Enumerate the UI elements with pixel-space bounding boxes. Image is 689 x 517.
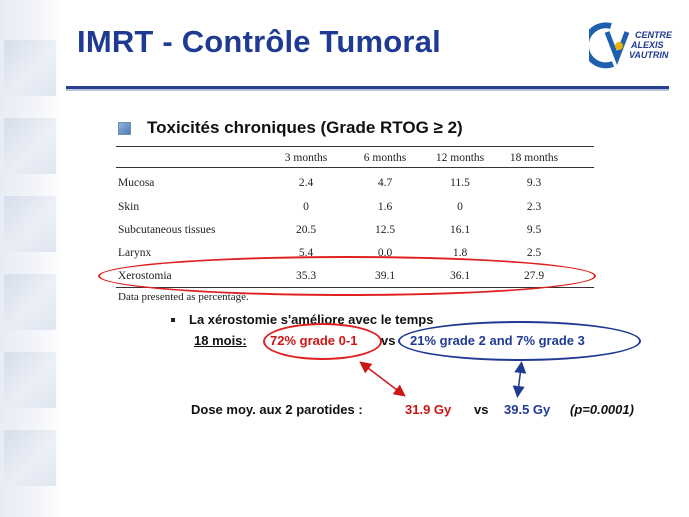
strip-tile bbox=[4, 118, 56, 174]
red-highlight-ellipse bbox=[263, 323, 382, 360]
col-header: 18 months bbox=[509, 152, 559, 164]
table-cell: 1.6 bbox=[377, 201, 393, 213]
xerostomia-improves-text: La xérostomie s'améliore avec le temps bbox=[189, 312, 434, 327]
table-cell: 11.5 bbox=[450, 177, 470, 189]
table-cell: 0 bbox=[303, 201, 309, 213]
strip-tile bbox=[4, 430, 56, 486]
row-label: Larynx bbox=[118, 247, 152, 259]
p-value: (p=0.0001) bbox=[570, 402, 634, 417]
red-double-arrow bbox=[359, 361, 406, 397]
dose-red-value: 31.9 Gy bbox=[405, 402, 452, 417]
strip-tile bbox=[4, 40, 56, 96]
strip-tile bbox=[4, 352, 56, 408]
table-footnote: Data presented as percentage. bbox=[118, 291, 249, 303]
table-cell: 2.3 bbox=[526, 201, 542, 213]
col-header: 6 months bbox=[363, 152, 407, 164]
table-cell: 2.4 bbox=[298, 177, 314, 189]
table-cell: 9.3 bbox=[526, 177, 542, 189]
xerostomia-highlight-ellipse bbox=[98, 256, 596, 296]
strip-tile bbox=[4, 196, 56, 252]
row-label: Skin bbox=[118, 201, 140, 213]
row-label: Mucosa bbox=[118, 177, 155, 189]
logo-line-2: ALEXIS bbox=[630, 40, 664, 50]
section-subtitle: Toxicités chroniques (Grade RTOG ≥ 2) bbox=[147, 118, 463, 137]
logo-line-1: CENTRE bbox=[635, 30, 673, 40]
title-rule-shadow bbox=[66, 89, 669, 91]
col-header: 3 months bbox=[284, 152, 328, 164]
table-cell: 20.5 bbox=[295, 224, 317, 236]
table-cell: 4.7 bbox=[377, 177, 393, 189]
table-cell: 9.5 bbox=[526, 224, 542, 236]
bullet-square-icon bbox=[118, 122, 131, 135]
dose-label: Dose moy. aux 2 parotides : bbox=[191, 402, 363, 417]
blue-double-arrow bbox=[512, 361, 527, 398]
table-top-rule bbox=[116, 146, 594, 147]
slide-title: IMRT - Contrôle Tumoral bbox=[77, 24, 441, 59]
blue-highlight-ellipse bbox=[398, 321, 641, 361]
row-label: Subcutaneous tissues bbox=[118, 224, 216, 236]
logo-line-3: VAUTRIN bbox=[629, 50, 669, 60]
left-decorative-strip bbox=[0, 0, 62, 517]
table-cell: 1.8 bbox=[452, 247, 468, 259]
centre-alexis-vautrin-logo: CENTRE ALEXIS VAUTRIN bbox=[589, 22, 673, 69]
bullet-dot-icon bbox=[171, 318, 175, 322]
table-cell: 0 bbox=[457, 201, 463, 213]
table-cell: 2.5 bbox=[526, 247, 542, 259]
strip-tile bbox=[4, 274, 56, 330]
table-cell: 16.1 bbox=[449, 224, 471, 236]
vs-label: vs bbox=[381, 333, 396, 348]
dose-blue-value: 39.5 Gy bbox=[504, 402, 551, 417]
title-rule bbox=[66, 86, 669, 89]
col-header: 12 months bbox=[435, 152, 485, 164]
table-header-rule bbox=[116, 167, 594, 168]
table-cell: 12.5 bbox=[374, 224, 396, 236]
dose-vs-label: vs bbox=[474, 402, 489, 417]
eighteen-months-label: 18 mois: bbox=[194, 333, 247, 348]
